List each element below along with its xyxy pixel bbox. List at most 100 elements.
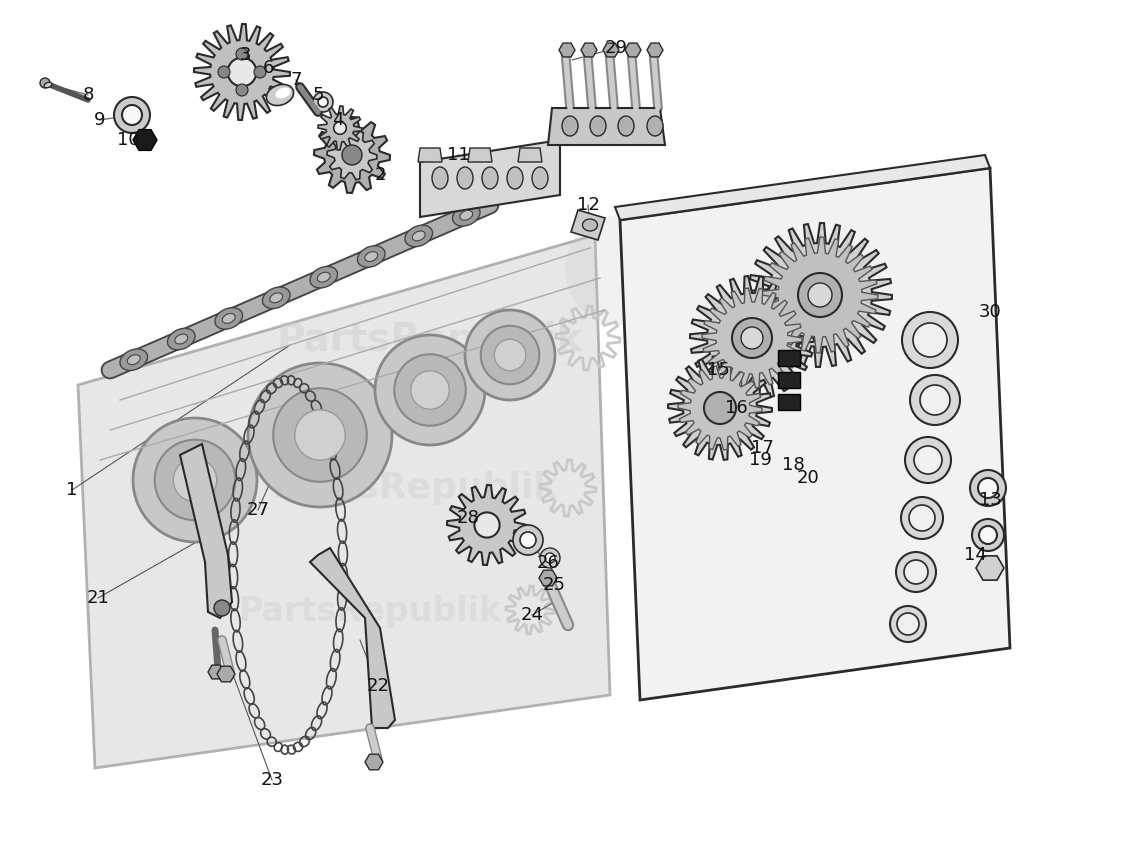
Circle shape (174, 459, 217, 502)
Circle shape (411, 371, 449, 409)
Circle shape (897, 613, 919, 635)
Polygon shape (133, 129, 157, 151)
Text: PartsRepublik: PartsRepublik (272, 471, 557, 505)
Circle shape (228, 58, 256, 86)
Ellipse shape (270, 293, 283, 303)
Polygon shape (625, 43, 641, 57)
Polygon shape (518, 148, 541, 162)
Circle shape (913, 323, 948, 357)
Text: 17: 17 (750, 439, 774, 457)
Polygon shape (668, 356, 772, 460)
Polygon shape (180, 444, 232, 618)
Circle shape (236, 84, 248, 96)
Circle shape (254, 66, 266, 78)
Text: 19: 19 (749, 451, 772, 469)
Circle shape (910, 375, 960, 425)
Circle shape (741, 327, 763, 349)
Bar (778, 372, 800, 388)
Polygon shape (420, 140, 559, 217)
Ellipse shape (413, 231, 425, 241)
Polygon shape (548, 108, 666, 145)
Circle shape (342, 145, 362, 165)
Text: 28: 28 (457, 509, 479, 527)
Text: 23: 23 (261, 771, 283, 789)
Circle shape (465, 310, 555, 400)
Text: 18: 18 (782, 456, 804, 474)
Circle shape (133, 418, 257, 542)
Text: 2: 2 (374, 166, 386, 184)
Text: 11: 11 (447, 146, 469, 164)
Text: PartsRepublik: PartsRepublik (238, 596, 502, 629)
Ellipse shape (127, 354, 140, 365)
Circle shape (214, 600, 230, 616)
Polygon shape (365, 754, 384, 770)
Ellipse shape (452, 205, 481, 226)
Polygon shape (310, 548, 395, 728)
Polygon shape (748, 223, 892, 367)
Polygon shape (194, 24, 290, 120)
Circle shape (155, 440, 236, 520)
Text: 24: 24 (520, 606, 544, 624)
Text: 4: 4 (333, 111, 344, 129)
Circle shape (914, 446, 942, 474)
Text: 30: 30 (979, 303, 1002, 321)
Ellipse shape (647, 116, 663, 136)
Text: 22: 22 (367, 677, 389, 695)
Polygon shape (620, 168, 1010, 700)
Polygon shape (327, 130, 377, 179)
Ellipse shape (44, 82, 52, 88)
Polygon shape (702, 288, 802, 387)
Circle shape (481, 326, 539, 384)
Circle shape (901, 497, 943, 539)
Ellipse shape (275, 88, 291, 98)
Ellipse shape (405, 225, 432, 247)
Ellipse shape (175, 334, 187, 344)
Circle shape (565, 215, 675, 325)
Ellipse shape (266, 85, 293, 106)
Ellipse shape (590, 116, 606, 136)
Polygon shape (418, 148, 442, 162)
Circle shape (808, 283, 832, 307)
Polygon shape (647, 43, 663, 57)
Circle shape (520, 532, 536, 548)
Polygon shape (217, 666, 235, 682)
Ellipse shape (582, 219, 598, 231)
Circle shape (374, 335, 485, 445)
Circle shape (732, 318, 772, 358)
Polygon shape (78, 235, 610, 768)
Circle shape (236, 48, 248, 60)
Circle shape (334, 122, 346, 135)
Ellipse shape (482, 167, 497, 189)
Polygon shape (690, 276, 814, 400)
Polygon shape (581, 43, 597, 57)
Text: 26: 26 (537, 554, 559, 572)
Ellipse shape (562, 116, 578, 136)
Bar (778, 350, 800, 366)
Text: 21: 21 (87, 589, 109, 607)
Polygon shape (447, 485, 527, 565)
Polygon shape (318, 106, 362, 150)
Ellipse shape (215, 308, 243, 329)
Ellipse shape (358, 246, 385, 267)
Polygon shape (539, 570, 557, 585)
Circle shape (312, 92, 333, 112)
Text: PartsRepublik: PartsRepublik (276, 321, 583, 359)
Text: 20: 20 (796, 469, 819, 487)
Circle shape (545, 553, 555, 563)
Ellipse shape (460, 211, 473, 220)
Polygon shape (615, 155, 990, 220)
Circle shape (970, 470, 1006, 506)
Circle shape (218, 66, 230, 78)
Text: 1: 1 (67, 481, 78, 499)
Circle shape (39, 78, 50, 88)
Text: 29: 29 (605, 39, 627, 57)
Text: 6: 6 (263, 59, 274, 77)
Text: 12: 12 (576, 196, 599, 214)
Circle shape (909, 505, 935, 531)
Circle shape (513, 525, 543, 555)
Circle shape (905, 437, 951, 483)
Circle shape (978, 478, 998, 498)
Text: 10: 10 (116, 131, 140, 149)
Circle shape (920, 385, 950, 415)
Circle shape (540, 548, 559, 568)
